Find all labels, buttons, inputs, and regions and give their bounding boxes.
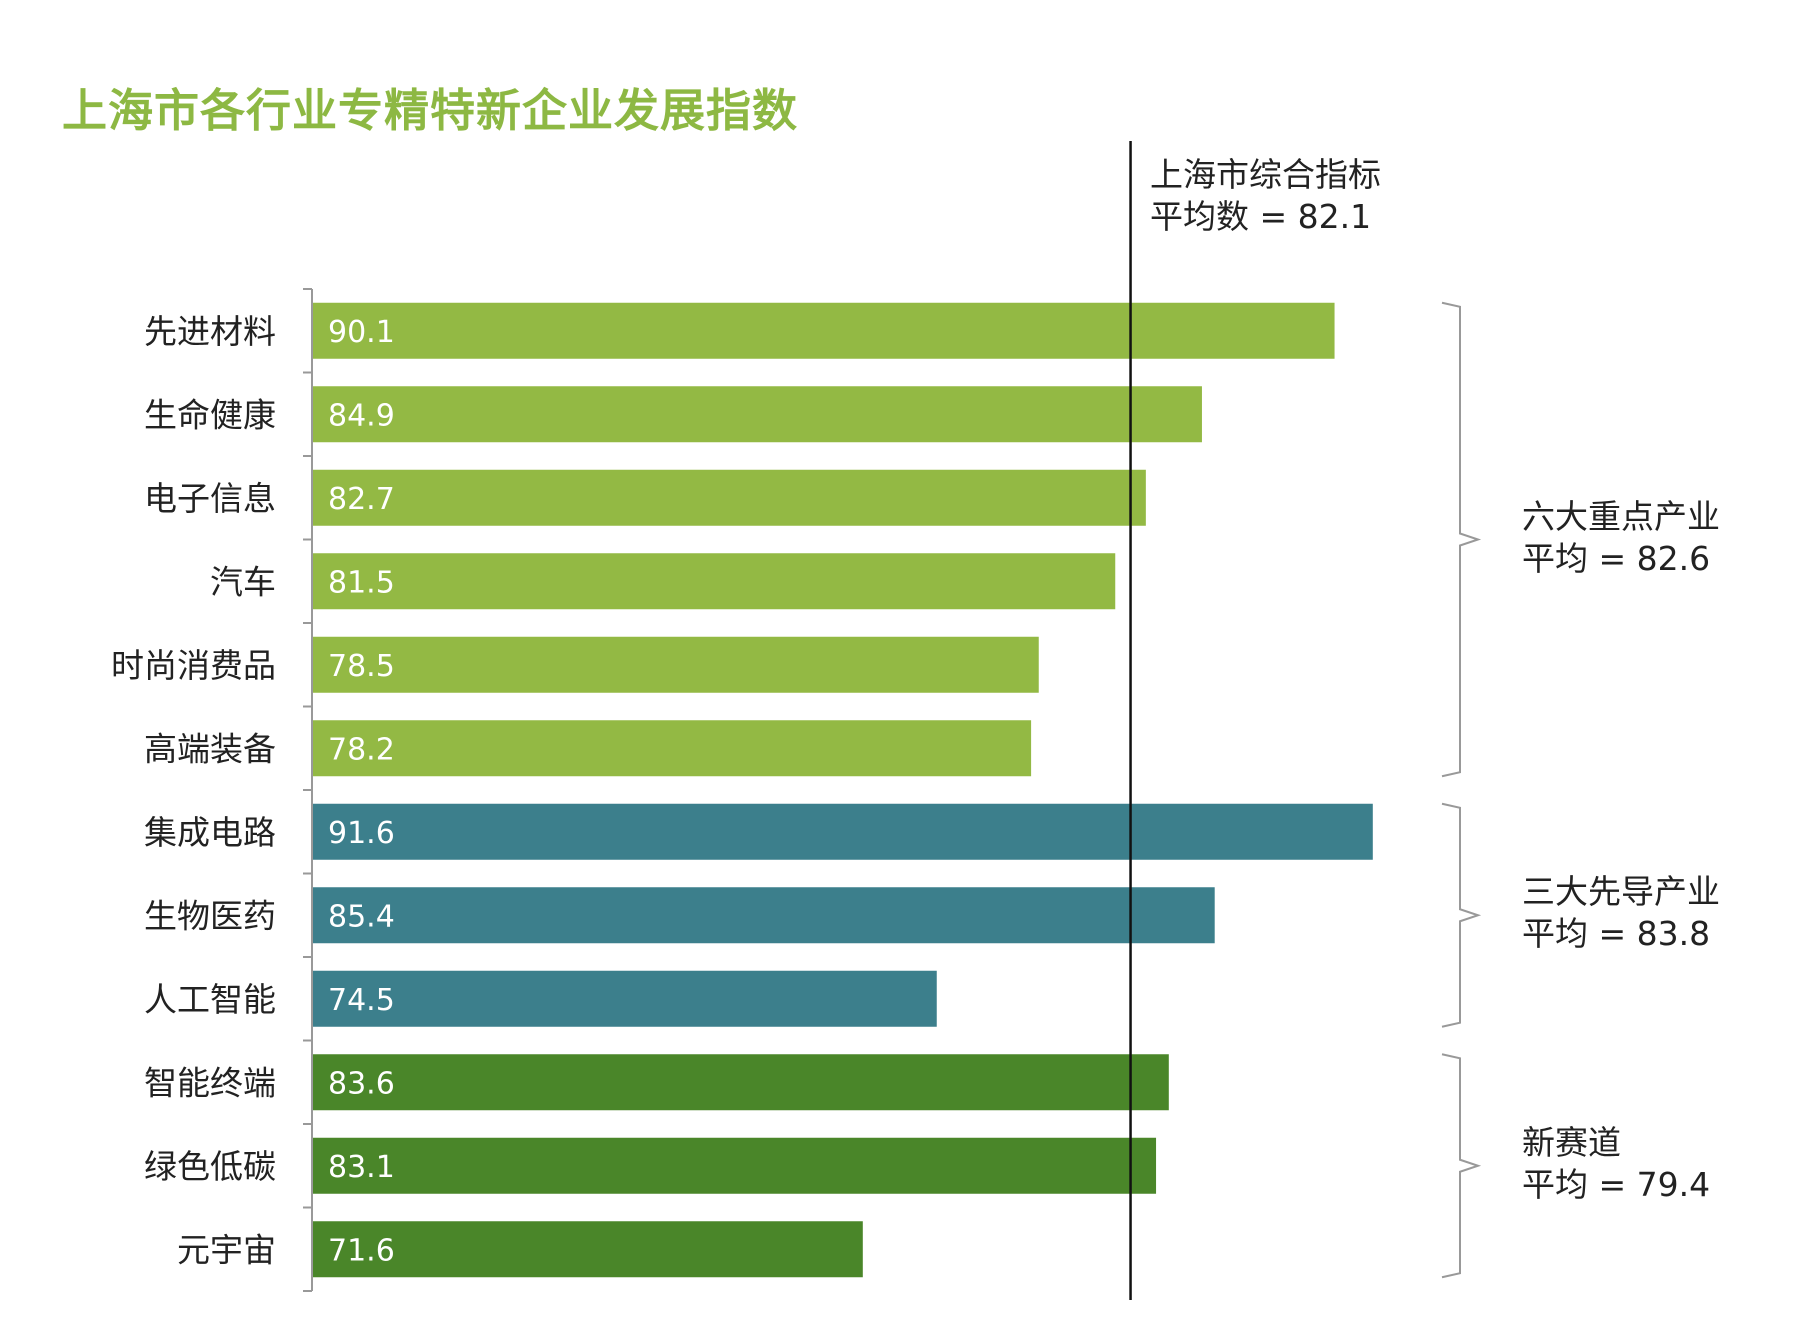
group-bracket bbox=[1441, 301, 1482, 778]
bar bbox=[313, 1054, 1169, 1111]
bar-value-label: 78.5 bbox=[328, 649, 395, 684]
category-label: 智能终端 bbox=[144, 1063, 276, 1102]
group-average: 平均 = 79.4 bbox=[1522, 1164, 1711, 1204]
bar-value-label: 84.9 bbox=[328, 398, 395, 433]
bar-value-label: 83.6 bbox=[328, 1066, 395, 1101]
chart-title: 上海市各行业专精特新企业发展指数 bbox=[62, 84, 799, 137]
bar-value-label: 91.6 bbox=[328, 816, 395, 851]
bar bbox=[313, 386, 1202, 443]
category-label: 集成电路 bbox=[144, 813, 276, 852]
group-label: 新赛道 平均 = 79.4 bbox=[1522, 1122, 1710, 1206]
group-name: 三大先导产业 bbox=[1522, 872, 1720, 912]
bar-value-label: 74.5 bbox=[328, 983, 395, 1018]
group-average: 平均 = 82.6 bbox=[1522, 538, 1711, 578]
bar bbox=[313, 302, 1335, 359]
group-name: 六大重点产业 bbox=[1522, 496, 1720, 536]
bar-value-label: 85.4 bbox=[328, 899, 395, 934]
category-label: 电子信息 bbox=[144, 479, 276, 518]
category-label: 元宇宙 bbox=[177, 1230, 276, 1269]
bar bbox=[313, 720, 1032, 777]
category-label: 时尚消费品 bbox=[111, 646, 276, 685]
category-label: 生物医药 bbox=[144, 896, 276, 935]
bar bbox=[313, 553, 1116, 610]
group-name: 新赛道 bbox=[1522, 1122, 1621, 1162]
category-label: 先进材料 bbox=[144, 312, 276, 351]
group-label: 六大重点产业 平均 = 82.6 bbox=[1522, 496, 1720, 580]
group-average: 平均 = 83.8 bbox=[1522, 914, 1711, 954]
reference-label-line1: 上海市综合指标 bbox=[1150, 155, 1381, 194]
category-label: 高端装备 bbox=[144, 729, 276, 768]
reference-label-line2: 平均数 = 82.1 bbox=[1150, 197, 1372, 236]
category-label: 绿色低碳 bbox=[144, 1147, 276, 1186]
group-bracket bbox=[1441, 1053, 1482, 1279]
bar bbox=[313, 970, 937, 1027]
group-label: 三大先导产业 平均 = 83.8 bbox=[1522, 871, 1720, 955]
category-label: 汽车 bbox=[210, 562, 276, 601]
bar-value-label: 82.7 bbox=[328, 482, 395, 517]
group-bracket bbox=[1441, 802, 1482, 1028]
bar-value-label: 90.1 bbox=[328, 315, 395, 350]
bar bbox=[313, 887, 1215, 944]
bar bbox=[313, 1221, 863, 1278]
bar bbox=[313, 803, 1373, 860]
bar-value-label: 81.5 bbox=[328, 565, 395, 600]
bar-value-label: 71.6 bbox=[328, 1233, 395, 1268]
category-label: 生命健康 bbox=[144, 395, 276, 434]
reference-line-label: 上海市综合指标 平均数 = 82.1 bbox=[1150, 154, 1381, 238]
bar bbox=[313, 636, 1039, 693]
bar bbox=[313, 469, 1146, 526]
category-label: 人工智能 bbox=[144, 980, 276, 1019]
bar-value-label: 78.2 bbox=[328, 732, 395, 767]
bar bbox=[313, 1137, 1157, 1194]
bar-value-label: 83.1 bbox=[328, 1150, 395, 1185]
